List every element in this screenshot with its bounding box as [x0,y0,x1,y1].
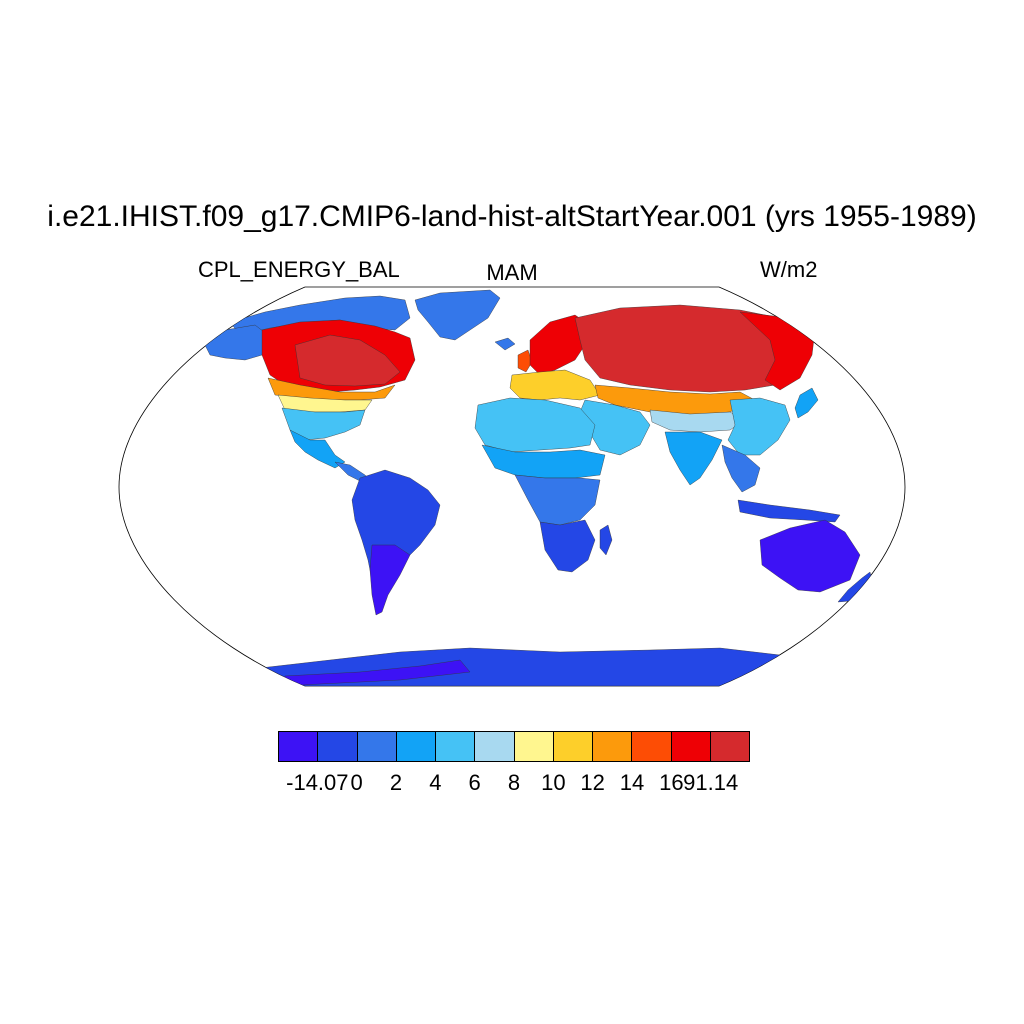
colorbar-label: 8 [507,770,521,795]
colorbar-box [553,732,593,761]
season-label: MAM [486,260,538,285]
india [664,431,723,486]
colorbar-label: 2 [389,770,403,795]
madagascar [599,524,613,556]
units-label: W/m2 [760,257,818,282]
variable-label: CPL_ENERGY_BAL [198,257,400,282]
tibet [649,409,746,433]
colorbar-box [710,732,749,761]
colorbar-box [514,732,554,761]
colorbar-box [475,732,515,761]
colorbar-box [632,732,672,761]
plot-title: i.e21.IHIST.f09_g17.CMIP6-land-hist-altS… [47,200,977,233]
greenland [414,289,501,341]
colorbar-box [436,732,476,761]
china [727,397,791,456]
uk [517,349,533,373]
colorbar-label: 0 [350,770,363,795]
colorbar-label: 4 [429,770,442,795]
japan [794,387,819,419]
colorbar-box [671,732,711,761]
colorbar [278,731,750,762]
europe-south [509,369,601,401]
indonesia [737,499,841,523]
africa-south [539,519,596,573]
alaska [204,324,269,361]
colorbar-box [593,732,633,761]
colorbar-box [357,732,397,761]
colorbar-label: 91.14 [683,770,739,795]
iceland [494,337,516,351]
colorbar-label: 12 [580,770,605,795]
colorbar-label: 16 [659,770,684,795]
colorbar-box [318,732,358,761]
africa-north [474,397,596,453]
australia [759,519,861,593]
colorbar-label: 6 [468,770,481,795]
europe-north [529,314,591,376]
africa-sahel [481,444,606,479]
africa-central [514,474,601,526]
colorbar-box [279,732,319,761]
colorbar-label: 10 [541,770,566,795]
colorbar-label: -14.07 [286,770,349,795]
canada-core [294,334,401,387]
colorbar-box [396,732,436,761]
south-america-south [369,544,411,616]
southeast-asia [721,444,761,493]
colorbar-label: 14 [619,770,645,795]
